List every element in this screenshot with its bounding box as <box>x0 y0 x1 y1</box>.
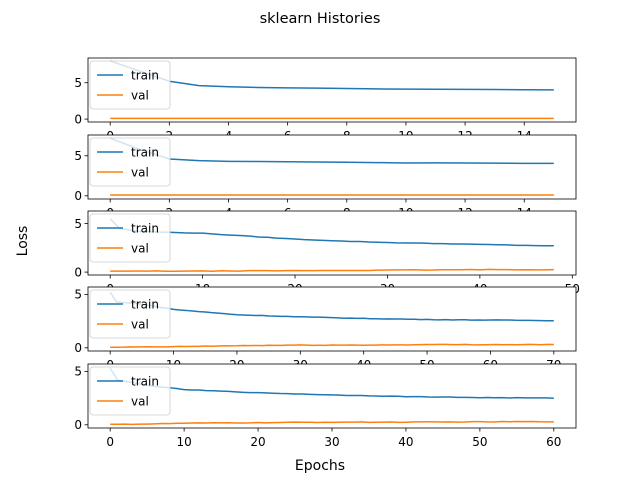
axes-frame <box>87 210 577 276</box>
axes-frame <box>87 286 577 352</box>
legend: train val <box>89 366 171 416</box>
subplot-3: 0501020304050trainval <box>74 210 580 296</box>
y-tick-label: 0 <box>74 341 82 355</box>
y-tick-label: 0 <box>74 189 82 203</box>
legend-label-val: val <box>131 394 149 408</box>
axes-frame <box>87 57 577 123</box>
legend-box <box>89 60 171 110</box>
y-tick-label: 0 <box>74 265 82 279</box>
x-tick-label: 10 <box>176 435 191 449</box>
series-line-train <box>109 60 554 91</box>
legend-box <box>89 366 171 416</box>
legend-label-train: train <box>131 221 159 235</box>
y-tick-label: 5 <box>74 365 82 379</box>
legend-label-train: train <box>131 297 159 311</box>
x-tick-label: 50 <box>472 435 487 449</box>
legend-label-val: val <box>131 165 149 179</box>
legend-label-val: val <box>131 241 149 255</box>
x-tick-label: 20 <box>250 435 265 449</box>
axes-frame <box>87 134 577 200</box>
plot-area <box>109 291 554 349</box>
legend: train val <box>89 289 171 339</box>
plot-area <box>109 137 554 196</box>
y-tick-label: 5 <box>74 149 82 163</box>
subplot-2: 0502468101214trainval <box>74 134 577 220</box>
y-axis-label: Loss <box>15 226 31 257</box>
subplot-1: 0502468101214trainval <box>74 57 577 143</box>
legend: train val <box>89 213 171 263</box>
y-tick-label: 5 <box>74 288 82 302</box>
x-axis-label: Epochs <box>295 458 345 474</box>
x-tick-label: 0 <box>106 435 114 449</box>
legend: train val <box>89 60 171 110</box>
series-line-val <box>110 420 554 426</box>
series-line-train <box>109 137 554 165</box>
legend-label-train: train <box>131 145 159 159</box>
x-tick-label: 40 <box>398 435 413 449</box>
series-line-train <box>109 291 554 322</box>
figure-title: sklearn Histories <box>260 11 381 27</box>
y-tick-label: 5 <box>74 76 82 90</box>
plot-area <box>109 60 554 120</box>
subplot-4: 05010203040506070trainval <box>74 286 577 372</box>
series-line-val <box>110 343 554 349</box>
legend-box <box>89 137 171 187</box>
series-line-val <box>110 268 554 273</box>
legend-label-train: train <box>131 68 159 82</box>
legend: train val <box>89 137 171 187</box>
legend-label-val: val <box>131 88 149 102</box>
legend-label-val: val <box>131 317 149 331</box>
series-line-train <box>109 367 554 400</box>
y-tick-label: 5 <box>74 217 82 231</box>
plot-area <box>109 218 554 273</box>
x-tick-label: 60 <box>546 435 561 449</box>
subplots: 0502468101214trainval0502468101214trainv… <box>74 57 580 449</box>
legend-label-train: train <box>131 374 159 388</box>
y-tick-label: 0 <box>74 418 82 432</box>
plot-area <box>109 367 554 426</box>
legend-box <box>89 289 171 339</box>
x-tick-label: 30 <box>324 435 339 449</box>
y-tick-label: 0 <box>74 112 82 126</box>
series-line-train <box>109 218 554 247</box>
legend-box <box>89 213 171 263</box>
